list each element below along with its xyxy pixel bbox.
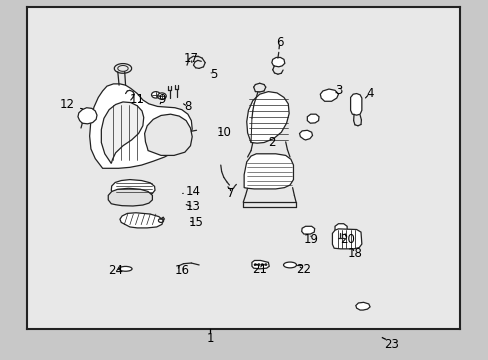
Polygon shape	[320, 89, 338, 101]
Polygon shape	[355, 302, 369, 310]
Text: 14: 14	[183, 185, 201, 198]
Polygon shape	[301, 226, 314, 234]
Text: 20: 20	[339, 233, 354, 246]
Text: 9: 9	[158, 94, 165, 107]
Text: 7: 7	[227, 187, 234, 200]
Polygon shape	[101, 102, 143, 163]
Ellipse shape	[283, 262, 296, 268]
Polygon shape	[246, 91, 288, 143]
Polygon shape	[306, 114, 318, 123]
Circle shape	[264, 264, 266, 266]
Text: 11: 11	[129, 94, 144, 107]
Circle shape	[257, 264, 260, 266]
Text: 21: 21	[252, 263, 266, 276]
Text: 23: 23	[383, 338, 398, 351]
Text: 12: 12	[60, 98, 82, 111]
Circle shape	[151, 91, 160, 98]
Text: 16: 16	[174, 264, 189, 277]
Text: 4: 4	[365, 87, 373, 100]
Circle shape	[157, 93, 166, 99]
Polygon shape	[111, 180, 155, 196]
Polygon shape	[350, 94, 361, 115]
Text: 6: 6	[275, 36, 283, 49]
Polygon shape	[89, 84, 192, 168]
Text: 8: 8	[183, 100, 191, 113]
Polygon shape	[144, 114, 192, 156]
Text: 15: 15	[188, 216, 203, 229]
Circle shape	[254, 264, 256, 266]
Text: 10: 10	[216, 126, 231, 139]
Text: 22: 22	[296, 263, 311, 276]
Polygon shape	[78, 108, 97, 124]
Text: 19: 19	[304, 233, 319, 246]
Polygon shape	[244, 154, 293, 189]
Text: 1: 1	[206, 332, 214, 345]
Text: 24: 24	[108, 264, 123, 277]
Polygon shape	[299, 130, 312, 140]
Polygon shape	[251, 260, 269, 269]
Polygon shape	[334, 224, 346, 233]
Ellipse shape	[119, 266, 132, 271]
Text: 18: 18	[347, 247, 362, 260]
Text: 5: 5	[210, 68, 217, 81]
Text: 3: 3	[334, 84, 342, 96]
Polygon shape	[271, 58, 284, 67]
Text: 2: 2	[267, 136, 275, 149]
Polygon shape	[332, 229, 361, 249]
Polygon shape	[120, 213, 163, 228]
Text: 13: 13	[186, 201, 201, 213]
Polygon shape	[108, 188, 152, 206]
Circle shape	[261, 264, 263, 266]
Text: 17: 17	[183, 51, 199, 64]
